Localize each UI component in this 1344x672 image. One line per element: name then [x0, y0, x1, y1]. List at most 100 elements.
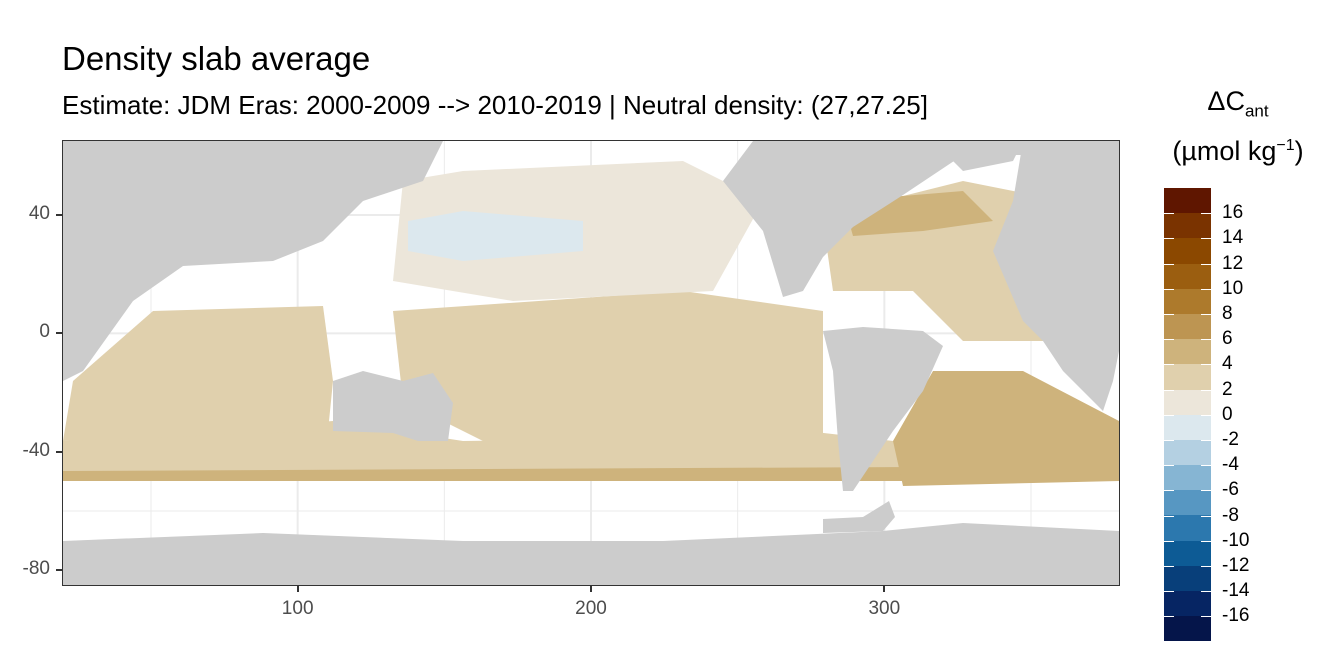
colorbar-tick [1201, 490, 1211, 492]
colorbar-swatch [1164, 188, 1211, 214]
colorbar-label: -4 [1222, 454, 1239, 476]
field-pacific-east [393, 291, 823, 441]
colorbar-tick [1201, 263, 1211, 265]
colorbar-tick [1201, 339, 1211, 341]
colorbar-tick [1201, 288, 1211, 290]
colorbar-tick [1201, 515, 1211, 517]
colorbar-tick [1164, 465, 1174, 467]
colorbar-tick [1164, 591, 1174, 593]
colorbar-swatch [1164, 591, 1211, 617]
legend-title: ΔCant [1158, 86, 1318, 121]
colorbar-tick [1201, 213, 1211, 215]
land-greenland [933, 141, 1023, 171]
land-europe-africa [993, 141, 1119, 411]
legend-units-close: ) [1294, 136, 1304, 166]
land-australia [333, 371, 453, 441]
y-tick-mark [56, 214, 62, 216]
colorbar-tick [1164, 314, 1174, 315]
land-north-america [723, 141, 1119, 297]
legend-units: (µmol kg−1) [1158, 136, 1318, 167]
land-antarctica [63, 523, 1119, 585]
colorbar-label: 6 [1222, 328, 1233, 350]
colorbar-tick [1164, 616, 1174, 618]
colorbar-swatch [1164, 565, 1211, 591]
colorbar-swatch [1164, 339, 1211, 365]
x-tick-label: 200 [575, 598, 607, 619]
colorbar-label: 14 [1222, 227, 1244, 249]
colorbar-swatch [1164, 515, 1211, 541]
colorbar-swatch [1164, 238, 1211, 264]
y-tick-label: 40 [28, 203, 50, 224]
y-tick-mark [56, 450, 62, 453]
x-tick-label: 100 [281, 598, 314, 619]
colorbar-label: -16 [1222, 605, 1250, 627]
colorbar-tick [1201, 389, 1211, 391]
land-south-america [823, 327, 943, 491]
colorbar-label: 0 [1222, 403, 1233, 425]
colorbar-tick [1201, 238, 1211, 240]
colorbar-swatch [1164, 288, 1211, 314]
colorbar-tick [1201, 314, 1211, 315]
y-tick-mark [56, 569, 62, 572]
colorbar-tick [1164, 490, 1174, 492]
y-tick-label: -80 [22, 558, 50, 580]
colorbar-label: 12 [1222, 252, 1244, 274]
colorbar-tick [1201, 364, 1211, 366]
legend-units-open: (µmol kg [1172, 136, 1277, 166]
colorbar-tick [1164, 263, 1174, 265]
colorbar-label: -12 [1222, 555, 1250, 576]
colorbar-tick [1164, 540, 1174, 542]
colorbar-swatch [1164, 465, 1211, 491]
colorbar-tick [1164, 339, 1174, 341]
colorbar-tick [1164, 414, 1174, 416]
x-tick-mark [296, 586, 299, 592]
colorbar-swatch [1164, 490, 1211, 516]
chart-title: Density slab average [62, 40, 371, 77]
colorbar-label: 10 [1222, 277, 1244, 299]
legend-units-sup: −1 [1276, 137, 1295, 154]
colorbar-swatch [1164, 439, 1211, 466]
colorbar-label: 8 [1222, 303, 1233, 324]
colorbar-label: -10 [1222, 529, 1250, 551]
land-antarctic-peninsula [823, 501, 895, 533]
colorbar-tick [1201, 414, 1211, 416]
colorbar-label: 16 [1222, 202, 1244, 224]
colorbar-tick [1164, 566, 1174, 567]
colorbar-tick [1201, 566, 1211, 567]
colorbar-tick [1164, 238, 1174, 240]
colorbar-label: 4 [1222, 353, 1233, 375]
colorbar-tick [1201, 440, 1211, 441]
colorbar-label: -14 [1222, 580, 1250, 602]
x-tick-label: 300 [868, 598, 901, 619]
colorbar-tick [1164, 389, 1174, 391]
colorbar-tick [1164, 213, 1174, 215]
chart-subtitle: Estimate: JDM Eras: 2000-2009 --> 2010-2… [62, 90, 928, 120]
colorbar-swatch [1164, 540, 1211, 566]
colorbar-label: -6 [1222, 479, 1239, 501]
colorbar-tick [1164, 440, 1174, 441]
land-africa-asia [63, 141, 443, 381]
legend-title-symbol: ΔC [1207, 86, 1245, 116]
colorbar-swatch [1164, 616, 1211, 642]
colorbar-label: -8 [1222, 504, 1239, 526]
colorbar-tick [1164, 364, 1174, 366]
colorbar-swatch [1164, 313, 1211, 340]
y-tick-label: -40 [22, 439, 50, 461]
colorbar [1164, 188, 1211, 642]
colorbar-tick [1164, 288, 1174, 290]
colorbar-tick [1201, 591, 1211, 593]
field-indian-ocean [63, 306, 333, 441]
colorbar-swatch [1164, 213, 1211, 239]
colorbar-swatch [1164, 414, 1211, 440]
legend-title-sub: ant [1244, 101, 1269, 121]
field-atlantic-south [893, 371, 1119, 486]
colorbar-tick [1164, 515, 1174, 517]
x-tick-mark [590, 586, 592, 592]
colorbar-tick [1201, 465, 1211, 467]
y-tick-label: 0 [39, 321, 50, 343]
colorbar-tick [1201, 540, 1211, 542]
colorbar-label: -2 [1222, 429, 1239, 450]
map-panel [62, 140, 1120, 586]
y-tick-mark [56, 332, 62, 335]
x-tick-mark [883, 586, 886, 592]
